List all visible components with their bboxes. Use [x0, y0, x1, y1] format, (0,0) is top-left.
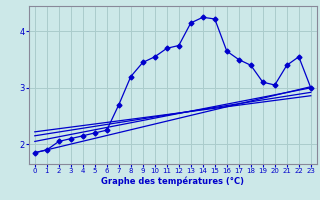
X-axis label: Graphe des températures (°C): Graphe des températures (°C) — [101, 177, 244, 186]
